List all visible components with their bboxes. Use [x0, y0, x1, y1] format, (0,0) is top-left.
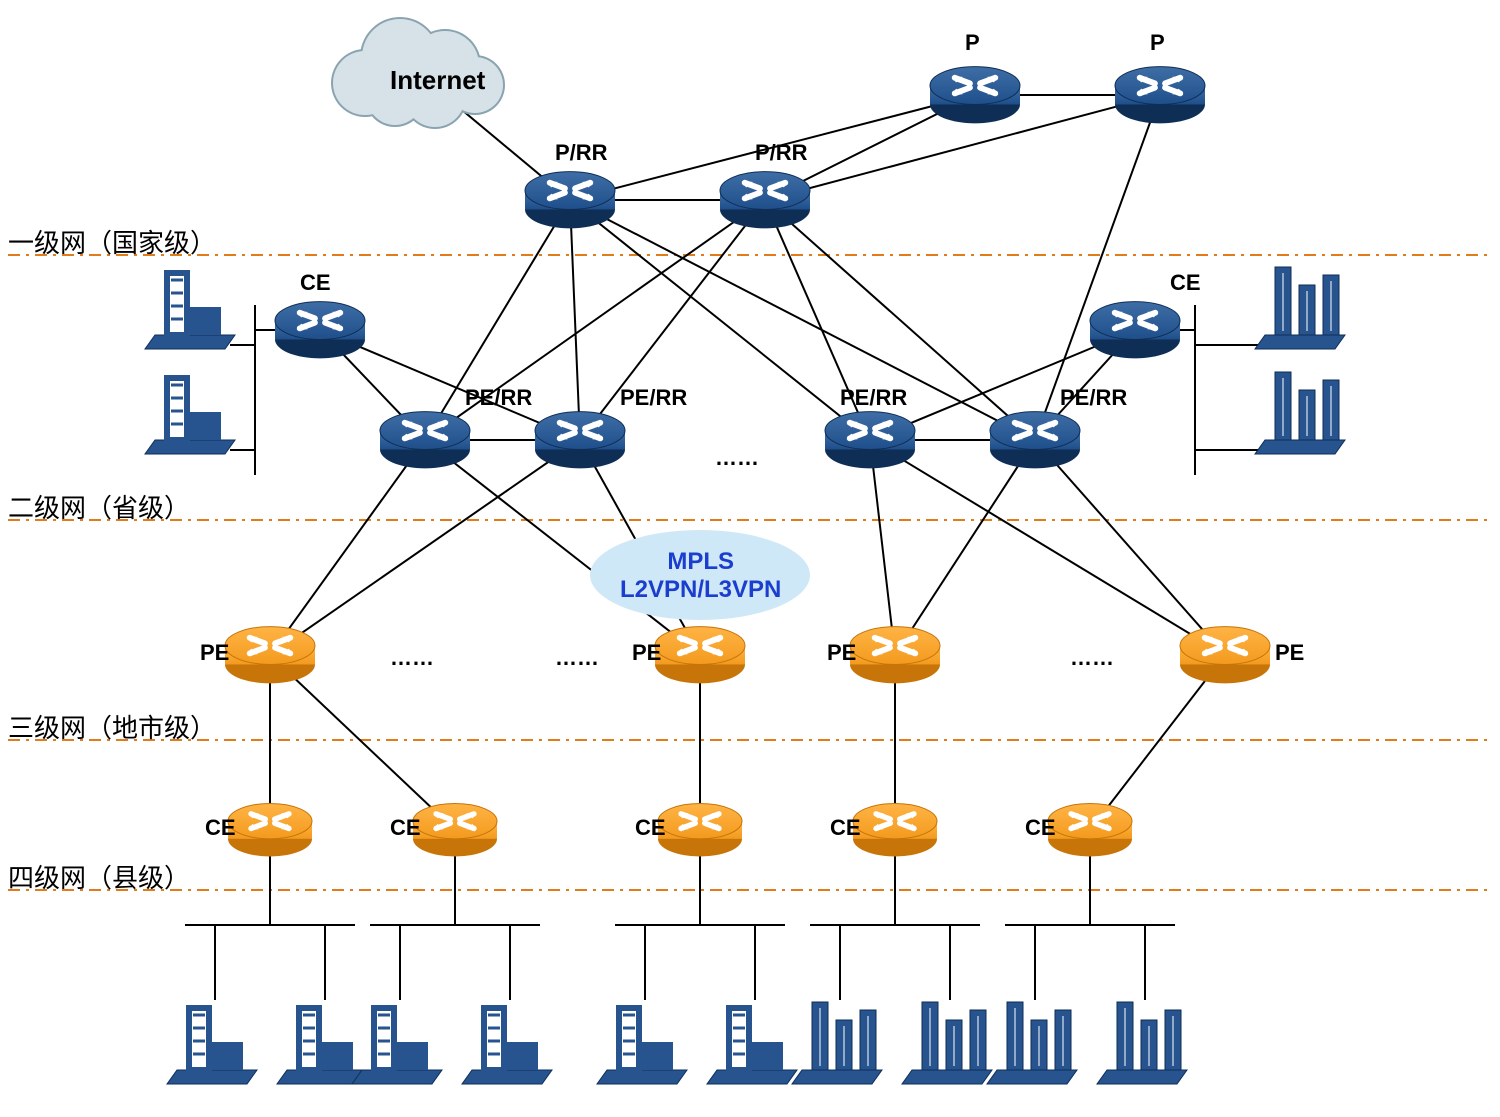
router-icon — [850, 627, 940, 684]
router-icon — [225, 627, 315, 684]
router-icon — [413, 804, 497, 857]
ellipsis: …… — [1070, 645, 1114, 671]
ellipsis: …… — [555, 645, 599, 671]
router-label-ce2: CE — [390, 815, 421, 841]
router-icon — [535, 412, 625, 469]
site-icon — [1255, 267, 1345, 349]
tier-label: 二级网（省级） — [8, 488, 190, 525]
router-label-perr3: PE/RR — [840, 385, 907, 411]
mpls-bubble: MPLSL2VPN/L3VPN — [620, 548, 781, 603]
router-icon — [1180, 627, 1270, 684]
router-icon — [720, 172, 810, 229]
site-icon — [145, 273, 235, 349]
router-icon — [853, 804, 937, 857]
site-icon — [1097, 1002, 1187, 1084]
cloud-label: Internet — [390, 65, 485, 96]
site-icon — [167, 1008, 257, 1084]
site-icon — [707, 1008, 797, 1084]
tier-label: 四级网（县级） — [8, 858, 190, 895]
router-label-prr1: P/RR — [555, 140, 608, 166]
router-icon — [1090, 302, 1180, 359]
router-label-p1: P — [965, 30, 980, 56]
router-label-pe1: PE — [200, 640, 229, 666]
mpls-label-2: L2VPN/L3VPN — [620, 576, 781, 603]
site-icon — [352, 1008, 442, 1084]
site-icon — [462, 1008, 552, 1084]
tier-label: 三级网（地市级） — [8, 708, 216, 745]
router-icon — [525, 172, 615, 229]
router-label-ce_l: CE — [300, 270, 331, 296]
router-icon — [930, 67, 1020, 124]
router-label-ce3: CE — [635, 815, 666, 841]
router-icon — [990, 412, 1080, 469]
ellipsis: …… — [715, 445, 759, 471]
router-label-perr2: PE/RR — [620, 385, 687, 411]
router-label-pe3: PE — [827, 640, 856, 666]
site-icon — [792, 1002, 882, 1084]
router-label-pe4: PE — [1275, 640, 1304, 666]
router-icon — [655, 627, 745, 684]
router-label-prr2: P/RR — [755, 140, 808, 166]
router-icon — [658, 804, 742, 857]
mpls-label-1: MPLS — [667, 548, 734, 575]
site-icon — [277, 1008, 367, 1084]
router-icon — [380, 412, 470, 469]
router-label-ce4: CE — [830, 815, 861, 841]
router-icon — [825, 412, 915, 469]
router-icon — [1115, 67, 1205, 124]
router-label-perr4: PE/RR — [1060, 385, 1127, 411]
router-label-perr1: PE/RR — [465, 385, 532, 411]
router-label-ce_r: CE — [1170, 270, 1201, 296]
ellipsis: …… — [390, 645, 434, 671]
router-label-p2: P — [1150, 30, 1165, 56]
router-icon — [228, 804, 312, 857]
site-icon — [145, 378, 235, 454]
router-label-ce5: CE — [1025, 815, 1056, 841]
router-icon — [275, 302, 365, 359]
diagram-stage: 一级网（国家级） 二级网（省级） 三级网（地市级） 四级网（县级） MPLSL2VPN/… — [0, 0, 1500, 1117]
site-icon — [987, 1002, 1077, 1084]
router-label-pe2: PE — [632, 640, 661, 666]
router-icon — [1048, 804, 1132, 857]
site-icon — [1255, 372, 1345, 454]
router-label-ce1: CE — [205, 815, 236, 841]
site-icon — [597, 1008, 687, 1084]
site-icon — [902, 1002, 992, 1084]
tier-label: 一级网（国家级） — [8, 223, 216, 260]
